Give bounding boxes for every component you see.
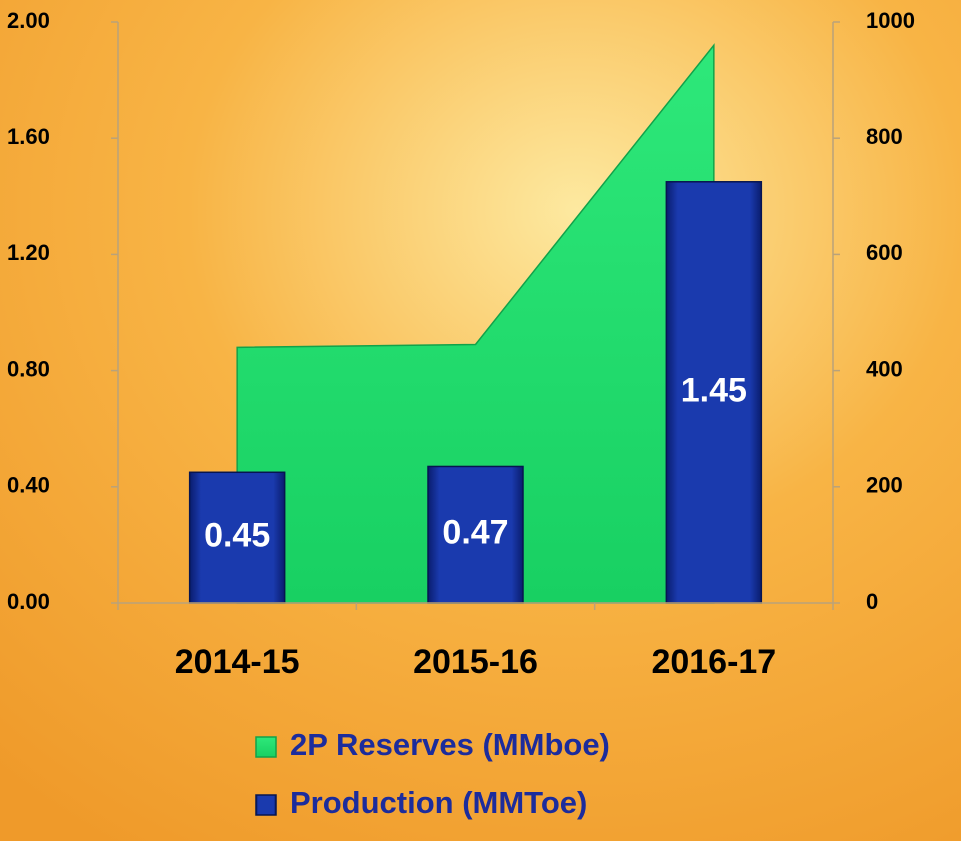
data-label: 0.47 (442, 514, 508, 552)
y2-tick-label: 200 (866, 473, 903, 498)
chart: 0.45 0.47 1.45 0.00 0.40 0.80 1.20 1.60 2.00 0 200… (0, 0, 961, 841)
y-tick-label: 0.80 (7, 356, 50, 381)
legend-swatch (256, 737, 276, 757)
y-tick-label: 0.40 (7, 473, 50, 498)
data-label: 1.45 (681, 371, 747, 409)
y2-tick-label: 400 (866, 356, 903, 381)
legend-label: 2P Reserves (MMboe) (290, 727, 610, 762)
page: {"chart_data": { "type": "bar", "categor… (0, 0, 961, 841)
y-tick-label: 2.00 (7, 8, 50, 33)
x-tick-label: 2015-16 (413, 643, 538, 681)
legend-swatch (256, 795, 276, 815)
y2-tick-label: 600 (866, 240, 903, 265)
y2-tick-label: 1000 (866, 8, 915, 33)
y2-tick-label: 0 (866, 589, 878, 614)
y-tick-label: 1.60 (7, 124, 50, 149)
y-tick-label: 0.00 (7, 589, 50, 614)
y2-tick-label: 800 (866, 124, 903, 149)
legend-label: Production (MMToe) (290, 785, 587, 820)
x-tick-label: 2016-17 (651, 643, 776, 681)
x-tick-label: 2014-15 (175, 643, 300, 681)
y-tick-label: 1.20 (7, 240, 50, 265)
data-label: 0.45 (204, 517, 270, 555)
